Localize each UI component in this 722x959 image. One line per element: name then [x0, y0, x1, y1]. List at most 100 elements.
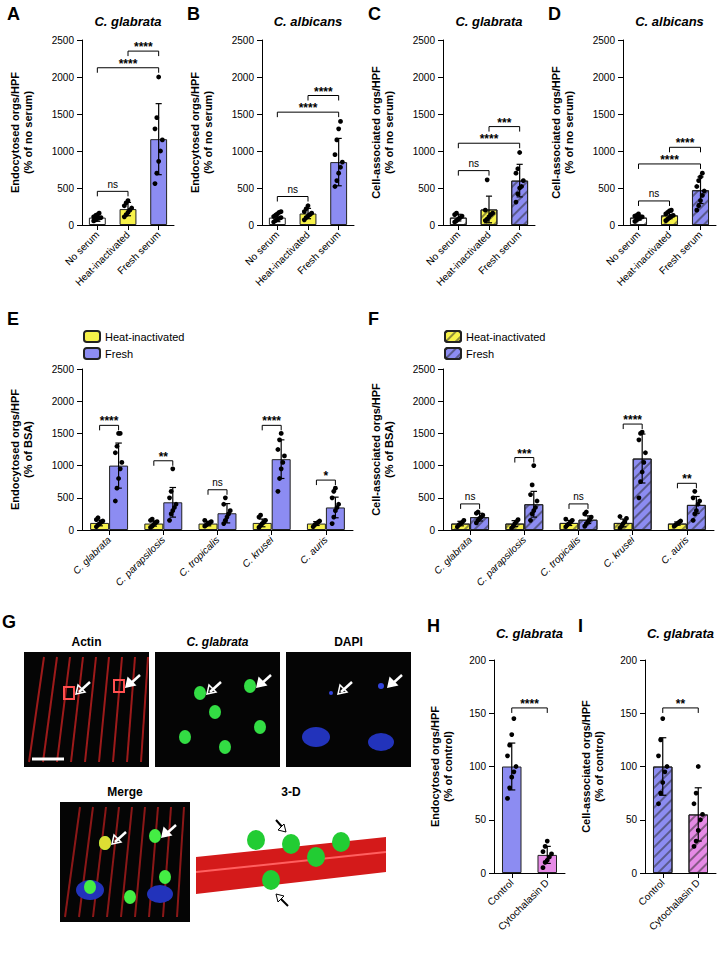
- svg-text:500: 500: [57, 492, 74, 503]
- svg-text:Cytochalasin D: Cytochalasin D: [496, 877, 551, 932]
- svg-text:(% of no serum): (% of no serum): [383, 91, 395, 174]
- svg-text:F: F: [368, 309, 379, 329]
- svg-text:1000: 1000: [413, 460, 436, 471]
- svg-text:1500: 1500: [413, 109, 436, 120]
- svg-text:2000: 2000: [413, 72, 436, 83]
- svg-text:ns: ns: [468, 158, 479, 169]
- svg-text:1500: 1500: [52, 109, 75, 120]
- svg-text:2500: 2500: [413, 35, 436, 46]
- svg-text:1000: 1000: [52, 460, 75, 471]
- svg-text:Fresh serum: Fresh serum: [476, 229, 523, 276]
- svg-text:C. parapsilosis: C. parapsilosis: [474, 534, 528, 588]
- svg-text:2000: 2000: [52, 72, 75, 83]
- svg-text:I: I: [578, 616, 583, 636]
- svg-text:**: **: [159, 450, 169, 464]
- svg-text:****: ****: [299, 101, 318, 115]
- svg-text:**: **: [682, 472, 692, 486]
- svg-text:C: C: [368, 4, 381, 24]
- svg-text:C. glabrata: C. glabrata: [496, 626, 563, 641]
- svg-text:C. glabrata: C. glabrata: [94, 14, 161, 29]
- svg-text:1500: 1500: [413, 428, 436, 439]
- svg-text:Endocytosed orgs/HPF: Endocytosed orgs/HPF: [9, 389, 21, 510]
- svg-text:E: E: [7, 309, 19, 329]
- svg-text:C. auris: C. auris: [298, 534, 330, 566]
- svg-text:50: 50: [475, 814, 487, 825]
- svg-text:0: 0: [609, 220, 615, 231]
- svg-text:100: 100: [620, 761, 637, 772]
- svg-text:A: A: [7, 4, 20, 24]
- svg-text:2000: 2000: [52, 396, 75, 407]
- svg-text:Fresh serum: Fresh serum: [295, 229, 342, 276]
- svg-text:****: ****: [262, 414, 281, 428]
- svg-text:D: D: [548, 4, 561, 24]
- svg-text:200: 200: [620, 655, 637, 666]
- svg-text:Cell-associated orgs/HPF: Cell-associated orgs/HPF: [550, 66, 562, 199]
- svg-text:ns: ns: [287, 184, 298, 195]
- svg-text:**: **: [676, 697, 686, 711]
- svg-text:C. albicans: C. albicans: [635, 14, 704, 29]
- svg-text:Heat-inactivated: Heat-inactivated: [105, 331, 185, 343]
- svg-text:2000: 2000: [593, 72, 616, 83]
- svg-text:500: 500: [418, 183, 435, 194]
- svg-text:500: 500: [237, 183, 254, 194]
- svg-text:Control: Control: [485, 877, 516, 908]
- svg-text:500: 500: [57, 183, 74, 194]
- svg-text:500: 500: [598, 183, 615, 194]
- svg-text:C. parapsilosis: C. parapsilosis: [113, 534, 167, 588]
- svg-text:2500: 2500: [413, 364, 436, 375]
- svg-text:C. glabrata: C. glabrata: [647, 626, 714, 641]
- svg-text:***: ***: [517, 447, 531, 461]
- svg-text:(% of no serum): (% of no serum): [563, 91, 575, 174]
- svg-text:C. krusei: C. krusei: [240, 534, 276, 570]
- svg-text:(% of BSA): (% of BSA): [383, 421, 395, 478]
- svg-text:(% of BSA): (% of BSA): [22, 421, 34, 478]
- svg-text:****: ****: [480, 132, 499, 146]
- svg-text:500: 500: [418, 492, 435, 503]
- svg-text:Fresh: Fresh: [466, 348, 494, 360]
- svg-text:ns: ns: [107, 179, 118, 190]
- svg-text:Cell-associated orgs/HPF: Cell-associated orgs/HPF: [370, 66, 382, 199]
- svg-text:Cell-associated orgs/HPF: Cell-associated orgs/HPF: [370, 383, 382, 516]
- svg-text:(% of control): (% of control): [593, 731, 605, 802]
- svg-text:Fresh serum: Fresh serum: [657, 229, 704, 276]
- svg-text:100: 100: [469, 761, 486, 772]
- svg-text:B: B: [187, 4, 200, 24]
- svg-text:2500: 2500: [52, 364, 75, 375]
- svg-text:Cytochalasin D: Cytochalasin D: [647, 877, 702, 932]
- svg-text:0: 0: [429, 220, 435, 231]
- svg-text:1000: 1000: [413, 146, 436, 157]
- svg-text:50: 50: [626, 814, 638, 825]
- svg-text:150: 150: [620, 708, 637, 719]
- svg-text:1000: 1000: [52, 146, 75, 157]
- svg-text:Heat-inactivated: Heat-inactivated: [466, 331, 546, 343]
- svg-text:Endocytosed orgs/HPF: Endocytosed orgs/HPF: [189, 72, 201, 193]
- svg-text:(% of no serum): (% of no serum): [22, 91, 34, 174]
- svg-text:****: ****: [314, 85, 333, 99]
- svg-text:2500: 2500: [593, 35, 616, 46]
- svg-text:****: ****: [100, 414, 119, 428]
- svg-text:H: H: [427, 616, 440, 636]
- svg-text:Heat-inactivated: Heat-inactivated: [253, 229, 312, 288]
- svg-text:Cell-associated orgs/HPF: Cell-associated orgs/HPF: [580, 700, 592, 833]
- svg-text:Fresh: Fresh: [105, 348, 133, 360]
- svg-text:****: ****: [520, 697, 539, 711]
- svg-text:***: ***: [497, 116, 511, 130]
- svg-text:C. tropicalis: C. tropicalis: [177, 534, 222, 579]
- svg-text:0: 0: [429, 525, 435, 536]
- svg-text:****: ****: [676, 136, 695, 150]
- svg-text:C. tropicalis: C. tropicalis: [538, 534, 583, 579]
- svg-text:2500: 2500: [52, 35, 75, 46]
- svg-text:Heat-inactivated: Heat-inactivated: [73, 229, 132, 288]
- svg-text:0: 0: [631, 868, 637, 879]
- svg-text:Control: Control: [636, 877, 667, 908]
- svg-text:C. glabrata: C. glabrata: [71, 534, 114, 577]
- svg-text:200: 200: [469, 655, 486, 666]
- svg-text:C. glabrata: C. glabrata: [432, 534, 475, 577]
- svg-text:Endocytosed orgs/HPF: Endocytosed orgs/HPF: [9, 72, 21, 193]
- svg-text:C. krusei: C. krusei: [601, 534, 637, 570]
- svg-text:1500: 1500: [52, 428, 75, 439]
- svg-text:2000: 2000: [413, 396, 436, 407]
- svg-text:*: *: [324, 469, 329, 483]
- svg-text:0: 0: [248, 220, 254, 231]
- svg-text:Endocytosed orgs/HPF: Endocytosed orgs/HPF: [429, 706, 441, 827]
